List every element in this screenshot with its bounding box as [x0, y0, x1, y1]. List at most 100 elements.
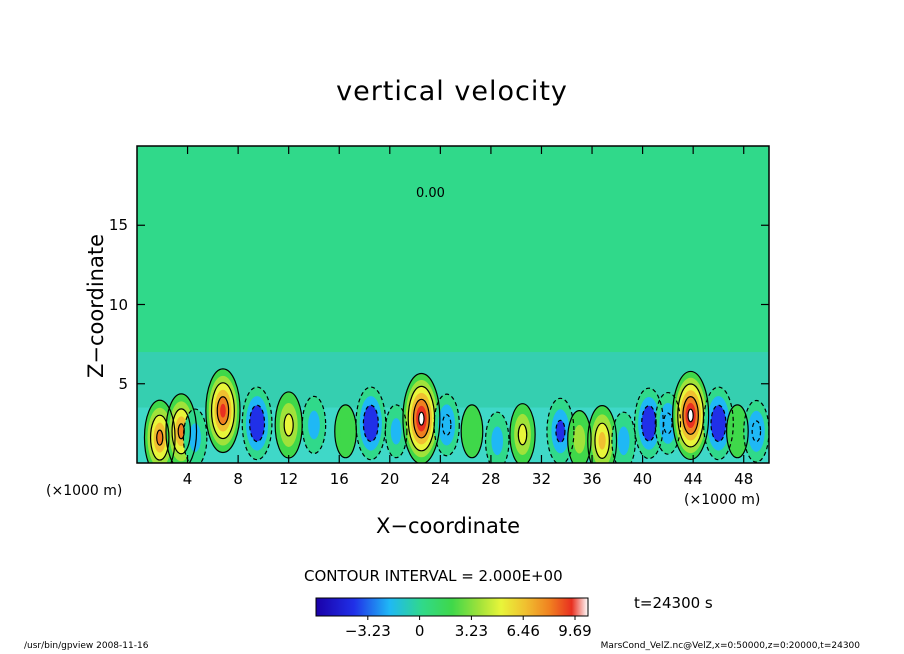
cell-23-level-1 — [732, 418, 743, 445]
x-tick-label: 44 — [683, 470, 703, 488]
contour-lines — [143, 368, 769, 463]
cell-17-level-3 — [598, 432, 606, 450]
cell-23-contour-0 — [726, 404, 749, 459]
cell-13-level-1 — [491, 426, 504, 456]
x-tick-label: 12 — [279, 470, 299, 488]
cell-2-level-1 — [189, 423, 201, 452]
x-unit-left: (×1000 m) — [46, 483, 123, 499]
cell-22-level-3 — [714, 414, 723, 433]
cell-18-level-1 — [617, 426, 630, 456]
contour-value-label: 0.00 — [416, 186, 445, 201]
cell-8-contour-0 — [355, 386, 387, 461]
cell-1-contour-2 — [171, 408, 192, 455]
cell-11-contour-2 — [441, 414, 452, 436]
cell-11-contour-0 — [433, 393, 460, 457]
cell-20-contour-0 — [654, 391, 682, 455]
cell-19-contour-2 — [641, 405, 657, 442]
x-tick-label: 28 — [481, 470, 501, 488]
cell-4-level-3 — [253, 414, 261, 433]
cell-8-contour-2 — [362, 404, 379, 443]
x-tick-label: 48 — [734, 470, 754, 488]
cell-0-contour-2 — [149, 414, 170, 461]
cell-3-contour-0 — [205, 368, 241, 454]
cell-17-contour-2 — [594, 422, 610, 460]
cell-6-level-1 — [308, 410, 320, 440]
cell-14-contour-2 — [517, 423, 528, 446]
velocity-field — [137, 352, 769, 463]
cell-22-contour-2 — [710, 404, 727, 443]
x-tick-label: 40 — [633, 470, 653, 488]
cell-14-contour-0 — [509, 403, 536, 463]
y-tick-label: 10 — [108, 295, 128, 314]
x-axis-label: X−coordinate — [376, 514, 520, 538]
x-tick-label: 4 — [182, 470, 193, 488]
cell-15-level-2 — [555, 420, 565, 443]
cell-24-level-2 — [752, 421, 761, 442]
cell-9-contour-0 — [384, 404, 408, 459]
cell-3-contour-4 — [216, 396, 230, 426]
cell-15-contour-2 — [555, 419, 566, 443]
x-tick-label: 24 — [430, 470, 450, 488]
cell-10-contour-6 — [418, 411, 425, 426]
cell-20-level-2 — [663, 413, 673, 434]
cell-2-contour-0 — [182, 408, 208, 463]
cell-16-level-1 — [573, 424, 586, 454]
cell-0-level-4 — [156, 430, 163, 446]
cell-17-contour-0 — [587, 405, 618, 463]
y-axis-label: Z−coordinate — [84, 234, 108, 378]
cell-10-contour-4 — [412, 398, 430, 439]
x-tick-label: 32 — [531, 470, 552, 488]
cell-0-contour-0 — [143, 399, 176, 463]
cell-20-contour-2 — [663, 412, 673, 435]
y-tick-label: 15 — [108, 216, 128, 235]
cell-11-level-2 — [442, 414, 451, 436]
colorbar — [315, 597, 589, 617]
colorbar-tick-label: 9.69 — [558, 622, 592, 640]
cell-4-contour-0 — [241, 386, 273, 461]
colorbar-tick-label: 6.46 — [506, 622, 540, 640]
cell-15-contour-0 — [546, 397, 575, 463]
cell-12-contour-0 — [460, 404, 484, 459]
cell-24-contour-2 — [751, 420, 762, 443]
cell-6-contour-0 — [301, 395, 327, 455]
cell-22-contour-0 — [702, 386, 734, 461]
colorbar-tick-label: −3.23 — [344, 622, 391, 640]
cell-16-contour-0 — [567, 410, 592, 463]
cell-1-level-4 — [178, 423, 185, 439]
cell-1-contour-0 — [165, 393, 198, 463]
time-label: t=24300 s — [634, 594, 713, 612]
cell-7-level-1 — [340, 418, 351, 445]
cell-19-level-3 — [645, 414, 653, 433]
cell-3-contour-2 — [210, 382, 235, 440]
cell-5-level-2 — [284, 413, 294, 436]
cell-18-contour-0 — [611, 411, 636, 463]
chart-title: vertical velocity — [336, 76, 568, 107]
contour-interval-text: CONTOUR INTERVAL = 2.000E+00 — [304, 567, 563, 585]
x-tick-label: 20 — [380, 470, 400, 488]
cell-4-contour-2 — [249, 404, 266, 443]
cell-21-contour-6 — [687, 408, 694, 423]
colorbar-tick-label: 0 — [414, 622, 425, 640]
cell-10-level-6 — [418, 412, 425, 426]
cell-21-contour-4 — [682, 395, 699, 435]
cell-12-level-1 — [466, 418, 478, 445]
colorbar-tick-label: 3.23 — [454, 622, 489, 640]
cell-10-contour-0 — [402, 372, 441, 463]
cell-14-level-2 — [518, 424, 527, 445]
cell-0-contour-4 — [156, 429, 164, 446]
x-unit-right: (×1000 m) — [684, 492, 761, 508]
x-tick-label: 8 — [233, 470, 243, 488]
cell-9-level-1 — [390, 418, 402, 445]
cell-8-level-3 — [367, 414, 375, 433]
cell-7-contour-0 — [334, 404, 357, 459]
cell-21-contour-0 — [672, 370, 710, 461]
y-tick-label: 5 — [118, 374, 128, 393]
x-tick-label: 16 — [329, 470, 349, 488]
cell-21-level-6 — [688, 409, 694, 422]
footer-right: MarsCond_VelZ.nc@VelZ,x=0:50000,z=0:2000… — [600, 641, 860, 651]
axis-ticks — [137, 146, 769, 463]
colorbar-ticks — [367, 616, 576, 620]
footer-left: /usr/bin/gpview 2008-11-16 — [24, 641, 149, 651]
cell-13-contour-0 — [484, 411, 510, 463]
